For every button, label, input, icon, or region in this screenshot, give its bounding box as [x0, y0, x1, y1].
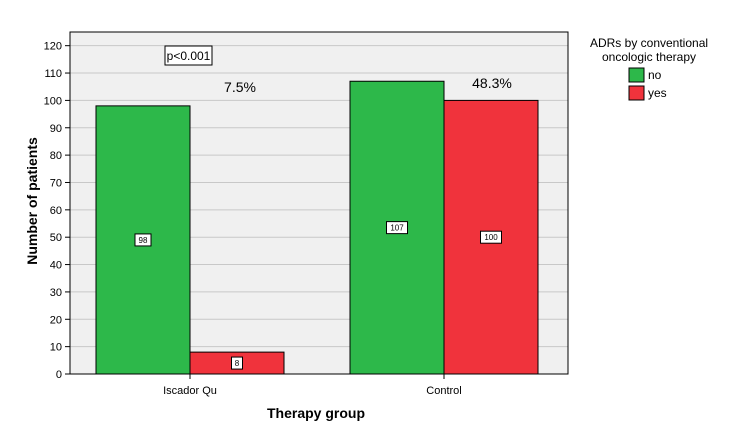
- bar-label-box: [386, 221, 408, 235]
- legend-swatch-yes: [628, 85, 645, 101]
- y-tick-label: 60: [50, 205, 62, 217]
- pvalue-box: [164, 45, 213, 66]
- bar-label-box: [480, 230, 502, 244]
- y-tick-label: 30: [50, 287, 62, 299]
- bar-label-box: [231, 356, 243, 370]
- bar-value-label: 98: [139, 236, 148, 245]
- y-tick-label: 90: [50, 123, 62, 135]
- axes: [69, 31, 569, 375]
- x-axis-categories: Iscador Qu Control: [163, 374, 462, 397]
- y-axis-title: Number of patients: [24, 137, 40, 265]
- legend-title-line2: oncologic therapy: [602, 50, 696, 64]
- x-axis-title: Therapy group: [267, 405, 365, 421]
- bar-value-label: 8: [235, 359, 240, 368]
- percentage-label-control: 48.3%: [472, 75, 512, 91]
- pvalue-text: p<0.001: [167, 49, 211, 63]
- y-tick-label: 40: [50, 260, 62, 272]
- plot-frame: [69, 31, 569, 375]
- bar-label-box: [134, 233, 152, 247]
- y-tick-label: 50: [50, 232, 62, 244]
- legend-items: no yes: [628, 67, 667, 101]
- y-tick-label: 20: [50, 314, 62, 326]
- legend: ADRs by conventional oncologic therapy n…: [590, 36, 708, 101]
- percentage-label-iscador: 7.5%: [224, 79, 256, 95]
- x-category-label: Iscador Qu: [163, 385, 217, 397]
- bar-value-label: 107: [390, 224, 404, 233]
- y-tick-label: 110: [44, 68, 62, 80]
- y-axis-ticks: 0 10 20 30 40 50 60 70 80 90 100 110 120: [44, 41, 70, 381]
- x-category-label: Control: [426, 385, 461, 397]
- y-tick-label: 80: [50, 150, 62, 162]
- bar-value-label: 100: [484, 233, 498, 242]
- legend-swatch-no: [628, 67, 645, 83]
- bar-value-labels: 98 8 107 100: [134, 221, 502, 370]
- pvalue-annotation: p<0.001: [164, 45, 213, 66]
- legend-label-yes: yes: [648, 86, 667, 100]
- y-tick-label: 70: [50, 177, 62, 189]
- y-tick-label: 120: [44, 41, 62, 53]
- y-tick-label: 10: [50, 342, 62, 354]
- y-tick-label: 100: [44, 95, 62, 107]
- legend-title-line1: ADRs by conventional: [590, 36, 708, 50]
- legend-label-no: no: [648, 68, 662, 82]
- y-tick-label: 0: [56, 369, 62, 381]
